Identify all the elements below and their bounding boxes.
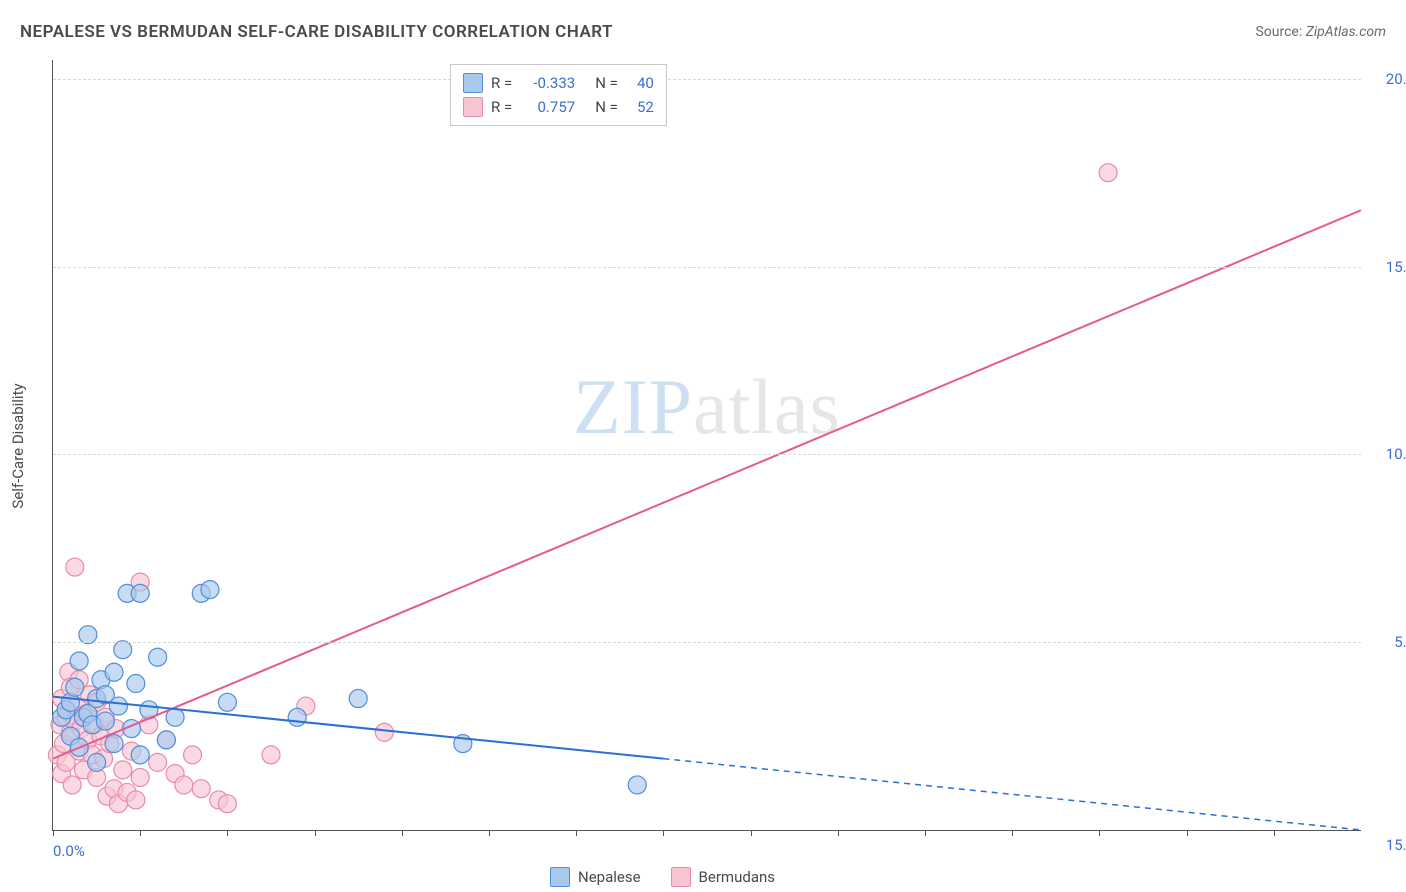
plot-svg — [53, 60, 1361, 830]
bermudans-point — [192, 780, 210, 798]
nepalese-point — [66, 678, 84, 696]
stats-r-label: R = — [491, 74, 512, 92]
source-value: ZipAtlas.com — [1306, 24, 1386, 40]
nepalese-point — [70, 652, 88, 670]
nepalese-point — [349, 690, 367, 708]
x-tick — [227, 830, 228, 836]
x-tick — [1099, 830, 1100, 836]
nepalese-point — [105, 735, 123, 753]
chart-container: NEPALESE VS BERMUDAN SELF-CARE DISABILIT… — [0, 0, 1406, 892]
gridline — [53, 454, 1361, 455]
x-tick — [402, 830, 403, 836]
plot-area: ZIPatlas 5.0%10.0%15.0%20.0%0.0%15.0% — [52, 60, 1361, 831]
x-tick — [489, 830, 490, 836]
x-tick — [751, 830, 752, 836]
stats-n-label: N = — [595, 98, 618, 116]
x-tick-label: 0.0% — [53, 842, 85, 860]
nepalese-point — [131, 584, 149, 602]
x-tick-label-right: 15.0% — [1371, 836, 1406, 854]
stats-n-value: 52 — [626, 98, 654, 116]
nepalese-point — [114, 641, 132, 659]
x-tick — [1012, 830, 1013, 836]
nepalese-point — [96, 712, 114, 730]
stats-box: R = -0.333 N = 40 R = 0.757 N = 52 — [450, 64, 667, 126]
stats-n-label: N = — [595, 74, 618, 92]
bermudans-point — [218, 795, 236, 813]
x-tick — [315, 830, 316, 836]
stats-r-label: R = — [491, 98, 512, 116]
bermudans-point — [127, 791, 145, 809]
bermudans-point — [149, 753, 167, 771]
chart-title: NEPALESE VS BERMUDAN SELF-CARE DISABILIT… — [20, 22, 613, 42]
bermudans-point — [175, 776, 193, 794]
nepalese-point — [131, 746, 149, 764]
legend-swatch — [671, 867, 691, 887]
legend-item: Bermudans — [671, 867, 775, 887]
gridline — [53, 642, 1361, 643]
x-tick — [1274, 830, 1275, 836]
nepalese-extrap-line — [663, 759, 1361, 830]
bermudans-point — [184, 746, 202, 764]
nepalese-point — [157, 731, 175, 749]
stats-r-value: 0.757 — [520, 98, 575, 116]
bermudans-point — [1099, 164, 1117, 182]
y-axis-label: Self-Care Disability — [9, 383, 27, 508]
nepalese-point — [88, 753, 106, 771]
nepalese-point — [105, 663, 123, 681]
bermudans-point — [66, 558, 84, 576]
bermudans-point — [114, 761, 132, 779]
stats-r-value: -0.333 — [520, 74, 575, 92]
nepalese-point — [109, 697, 127, 715]
nepalese-point — [201, 581, 219, 599]
nepalese-point — [79, 626, 97, 644]
bermudans-point — [63, 776, 81, 794]
nepalese-point — [127, 675, 145, 693]
x-tick — [576, 830, 577, 836]
stats-n-value: 40 — [626, 74, 654, 92]
gridline — [53, 267, 1361, 268]
x-tick — [838, 830, 839, 836]
bottom-legend: Nepalese Bermudans — [550, 867, 775, 887]
bermudans-trend-line — [53, 210, 1361, 758]
legend-item: Nepalese — [550, 867, 641, 887]
source-label: Source: — [1255, 24, 1302, 40]
legend-label: Bermudans — [699, 868, 775, 886]
bermudans-point — [375, 723, 393, 741]
bermudans-point — [262, 746, 280, 764]
stats-row: R = 0.757 N = 52 — [463, 95, 654, 119]
x-tick — [663, 830, 664, 836]
stats-swatch — [463, 73, 483, 93]
x-tick — [140, 830, 141, 836]
y-tick-label: 10.0% — [1371, 445, 1406, 463]
x-tick — [53, 830, 54, 836]
stats-swatch — [463, 97, 483, 117]
bermudans-point — [131, 768, 149, 786]
stats-row: R = -0.333 N = 40 — [463, 71, 654, 95]
x-tick — [1187, 830, 1188, 836]
y-tick-label: 15.0% — [1371, 258, 1406, 276]
nepalese-point — [149, 648, 167, 666]
gridline — [53, 79, 1361, 80]
nepalese-point — [218, 693, 236, 711]
legend-label: Nepalese — [578, 868, 641, 886]
y-tick-label: 5.0% — [1371, 633, 1406, 651]
nepalese-point — [288, 708, 306, 726]
nepalese-point — [628, 776, 646, 794]
legend-swatch — [550, 867, 570, 887]
x-tick — [925, 830, 926, 836]
source-attribution: Source: ZipAtlas.com — [1255, 24, 1386, 40]
y-tick-label: 20.0% — [1371, 70, 1406, 88]
